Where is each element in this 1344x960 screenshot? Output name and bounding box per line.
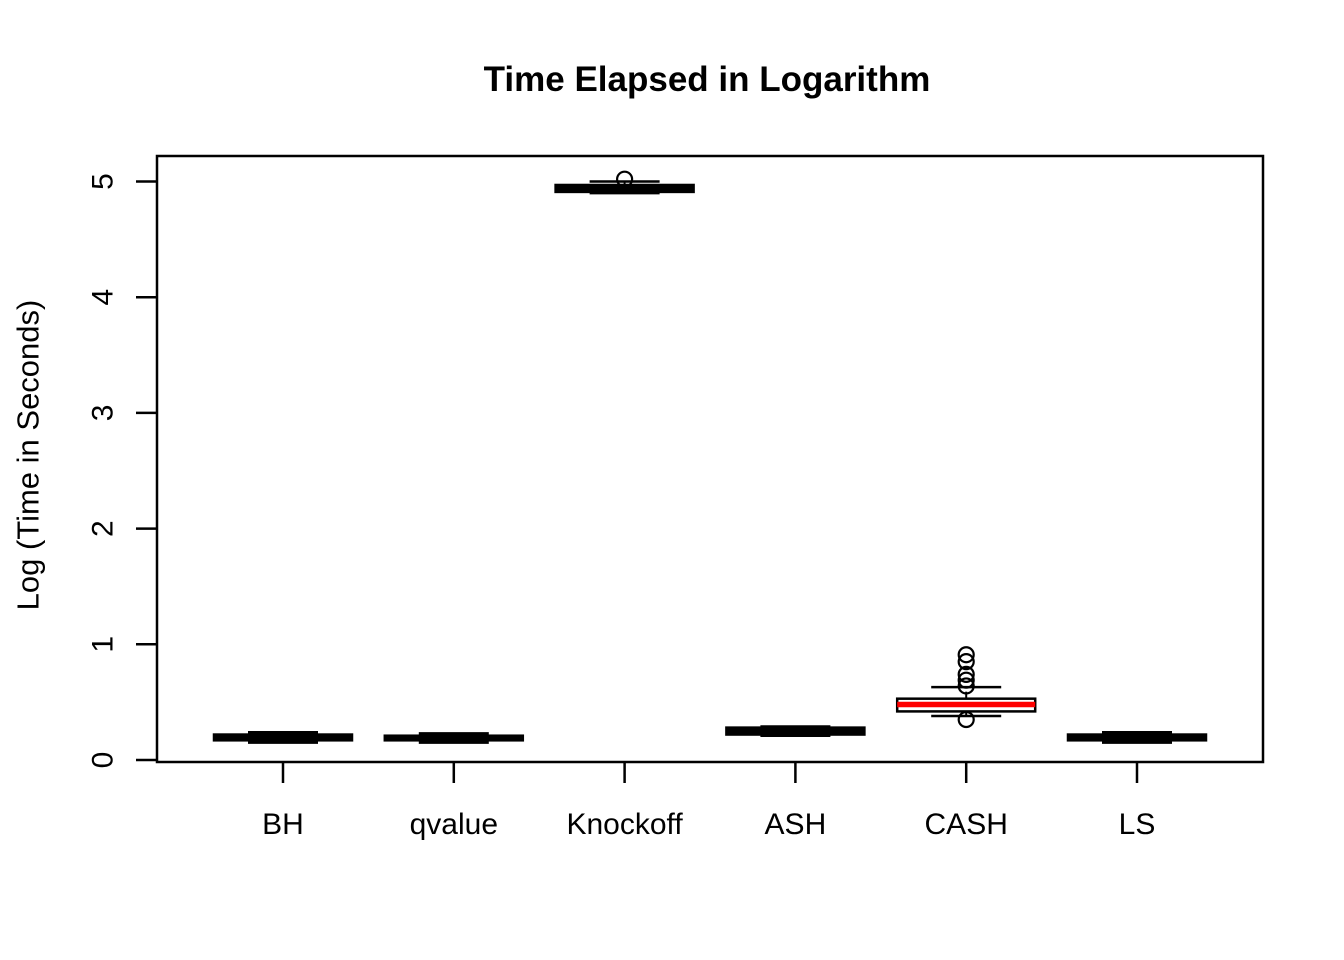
y-tick-label-0: 0 (87, 752, 120, 769)
x-tick-label-bh: BH (262, 808, 304, 841)
outlier-cash (957, 665, 975, 683)
x-tick-label-cash: CASH (925, 808, 1008, 841)
x-tick-label-knockoff: Knockoff (566, 808, 683, 841)
x-tick-label-ash: ASH (765, 808, 827, 841)
chart-title: Time Elapsed in Logarithm (484, 60, 931, 99)
outlier-cash (957, 646, 975, 664)
outlier-cash (957, 653, 975, 671)
outlier-knockoff (615, 170, 634, 188)
y-tick-label-4: 4 (87, 289, 120, 306)
y-tick-label-3: 3 (87, 405, 120, 422)
y-tick-label-2: 2 (87, 520, 120, 537)
y-axis-title: Log (Time in Seconds) (11, 300, 46, 611)
x-tick-label-ls: LS (1119, 808, 1156, 841)
x-tick-label-qvalue: qvalue (410, 808, 498, 841)
outlier-cash (957, 710, 975, 729)
y-tick-label-1: 1 (87, 636, 120, 653)
y-tick-label-5: 5 (87, 173, 120, 190)
outlier-cash (957, 671, 975, 689)
plot-area: 0 1 2 3 4 5 BH qvalue Knockoff ASH CASH LS (87, 154, 1265, 841)
plot-border (155, 154, 1265, 764)
outlier-cash (957, 677, 975, 695)
